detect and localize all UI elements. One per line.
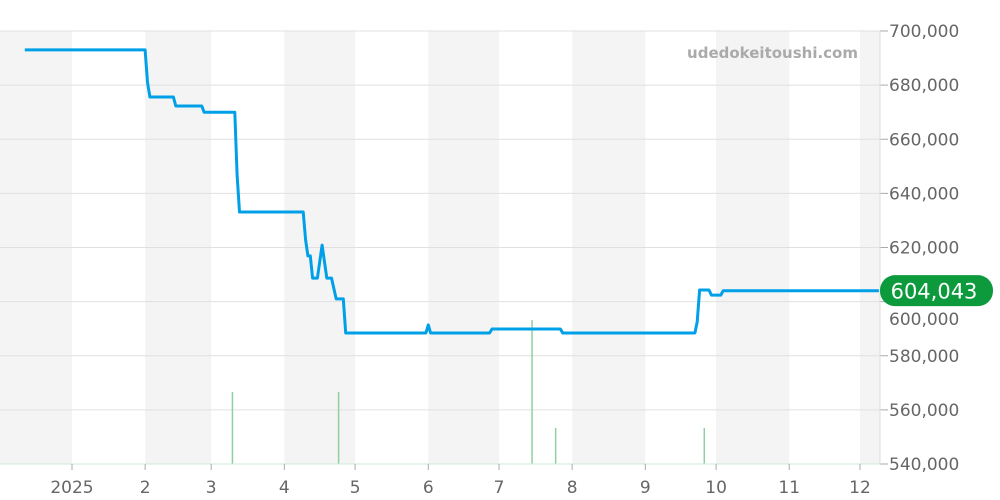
- current-value-label: 604,043: [891, 280, 978, 304]
- x-tick-label: 6: [423, 478, 434, 498]
- x-tick-label: 5: [350, 478, 361, 498]
- x-tick-label: 10: [705, 478, 727, 498]
- x-tick-label: 2025: [50, 478, 93, 498]
- y-tick-label: 620,000: [889, 239, 959, 259]
- x-tick-label: 9: [640, 478, 651, 498]
- badge-background: [880, 275, 993, 307]
- x-tick-label: 3: [206, 478, 217, 498]
- y-tick-label: 560,000: [889, 401, 959, 421]
- y-axis: 540,000 560,000 580,000 600,000 620,000 640,0…: [879, 22, 959, 475]
- x-tick-label: 8: [567, 478, 578, 498]
- x-tick-label: 7: [494, 478, 505, 498]
- price-line: [24, 48, 879, 335]
- x-tick-label: 12: [849, 478, 871, 498]
- current-value-badge: 604,043: [880, 275, 993, 307]
- volume-bars: [231, 320, 706, 464]
- y-tick-label: 580,000: [889, 347, 959, 367]
- y-tick-label: 700,000: [889, 22, 959, 42]
- x-tick-label: 11: [778, 478, 800, 498]
- watermark: udedokeitoushi.com: [687, 44, 858, 62]
- y-tick-label: 660,000: [889, 130, 959, 150]
- y-tick-label: 640,000: [889, 184, 959, 204]
- y-tick-label: 680,000: [889, 76, 959, 96]
- y-tick-label: 600,000: [889, 310, 959, 330]
- x-tick-label: 2: [140, 478, 151, 498]
- y-tick-label: 540,000: [889, 455, 959, 475]
- x-tick-label: 4: [279, 478, 290, 498]
- x-axis: 2025 2 3 4 5 6 7 8 9 10 11 12: [0, 463, 880, 498]
